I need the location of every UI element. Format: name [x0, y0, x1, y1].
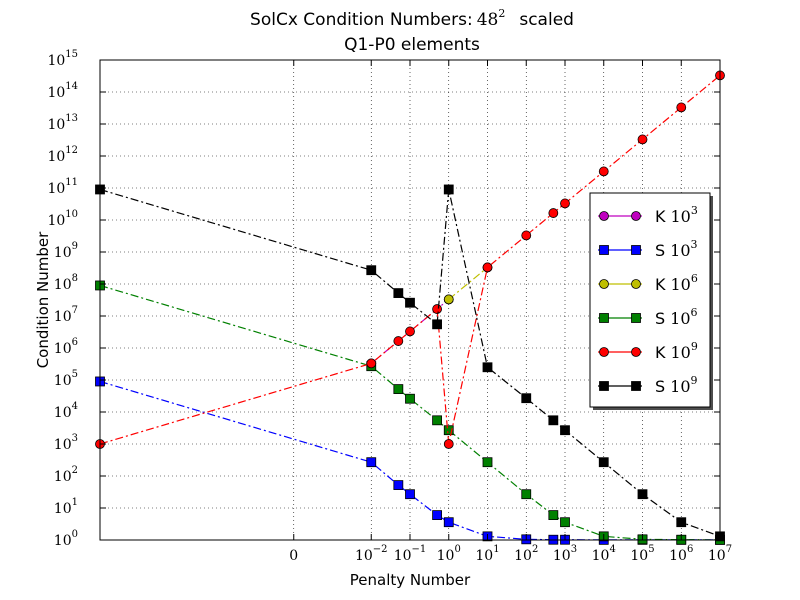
data-point	[393, 480, 404, 490]
x-tick-label: 10−2	[355, 544, 388, 564]
x-tick-label: 0	[289, 548, 298, 564]
data-point	[443, 517, 454, 528]
y-tick-label: 101	[54, 497, 78, 517]
data-point	[521, 393, 532, 404]
data-point	[560, 517, 570, 528]
y-tick-label: 1014	[47, 81, 78, 101]
y-tick-label: 1013	[47, 113, 78, 133]
x-tick-label: 107	[708, 544, 732, 564]
y-tick-label: 1011	[47, 177, 78, 197]
y-tick-label: 108	[54, 273, 78, 293]
data-point	[548, 415, 559, 426]
data-point	[631, 381, 641, 391]
y-tick-label: 102	[54, 465, 78, 485]
y-tick-label: 100	[54, 529, 78, 549]
y-tick-label: 104	[54, 401, 78, 421]
data-point	[393, 288, 404, 298]
data-point	[405, 297, 415, 308]
axis-ticks	[100, 59, 721, 541]
data-point	[432, 304, 442, 314]
x-tick-label: 101	[475, 544, 499, 564]
data-point	[393, 336, 404, 346]
legend-entry: S 109	[598, 374, 698, 396]
data-point	[631, 245, 641, 255]
data-point	[443, 294, 454, 305]
y-tick-label: 1015	[47, 49, 78, 69]
legend-label: S 106	[655, 306, 698, 328]
data-point	[521, 489, 532, 500]
legend-entry: K 103	[598, 204, 698, 226]
x-tick-label: 104	[592, 544, 616, 564]
data-point	[443, 425, 454, 436]
data-point	[599, 347, 609, 357]
data-point	[560, 425, 570, 436]
data-point	[393, 384, 404, 394]
legend-box	[589, 192, 711, 408]
data-point	[432, 510, 442, 520]
data-point	[482, 457, 493, 468]
y-tick-label: 1010	[47, 209, 78, 229]
legend-label: K 109	[655, 340, 698, 362]
x-axis-label: Penalty Number	[350, 571, 471, 589]
data-point	[599, 381, 609, 391]
legend-label: K 106	[655, 272, 698, 294]
data-point	[482, 362, 493, 373]
y-tick-label: 105	[54, 369, 78, 389]
y-tick-label: 103	[54, 433, 78, 453]
x-tick-label: 106	[669, 544, 693, 564]
x-tick-label: 103	[553, 544, 577, 564]
legend-label: S 103	[655, 238, 698, 260]
x-tick-label: 100	[437, 544, 461, 564]
data-point	[443, 184, 454, 195]
y-tick-label: 106	[54, 337, 78, 357]
data-point	[599, 245, 609, 255]
chart-subtitle: Q1-P0 elements	[344, 35, 480, 55]
data-point	[432, 319, 442, 330]
data-point	[598, 166, 609, 177]
x-tick-label: 105	[630, 544, 654, 564]
data-point	[676, 102, 687, 113]
legend-label: S 109	[655, 374, 698, 396]
x-tick-label: 102	[514, 544, 538, 564]
data-point	[637, 134, 648, 145]
data-point	[366, 457, 377, 468]
chart-title: SolCx Condition Numbers: 482 scaled	[250, 7, 574, 30]
y-tick-label: 107	[54, 305, 78, 325]
data-point	[482, 262, 493, 273]
data-point	[631, 211, 641, 221]
x-tick-label: 10−1	[394, 544, 427, 564]
data-point	[405, 489, 415, 500]
data-point	[560, 198, 570, 209]
legend-label: K 103	[655, 204, 698, 226]
data-point	[405, 326, 415, 337]
data-point	[443, 439, 454, 449]
data-point	[366, 265, 377, 276]
data-point	[598, 457, 609, 468]
y-tick-labels: 100 101 102 103 104 105 106 107 108 109 1010 1011 10…	[47, 49, 78, 549]
data-point	[637, 489, 648, 500]
y-tick-label: 1012	[47, 145, 78, 165]
data-point	[548, 510, 559, 520]
data-point	[676, 517, 687, 528]
y-axis-label: Condition Number	[34, 231, 52, 368]
data-point	[521, 230, 532, 241]
y-tick-label: 109	[54, 241, 78, 261]
legend: K 103 S 103 K 106 S 106 K 109 S 109	[589, 192, 713, 410]
x-tick-labels: 0 10−2 10−1 100 101 102 103 104 105 106 107	[289, 544, 732, 564]
data-point	[599, 279, 609, 289]
legend-entry: S 103	[598, 238, 698, 260]
data-point	[599, 211, 609, 221]
legend-entry: K 109	[598, 340, 698, 362]
data-point	[548, 208, 559, 218]
legend-entry: S 106	[598, 306, 698, 328]
data-point	[432, 415, 442, 426]
data-point	[366, 358, 377, 369]
data-point	[631, 279, 641, 289]
data-point	[405, 393, 415, 404]
legend-entry: K 106	[598, 272, 698, 294]
data-point	[599, 313, 609, 323]
data-point	[631, 313, 641, 323]
data-point	[631, 347, 641, 357]
